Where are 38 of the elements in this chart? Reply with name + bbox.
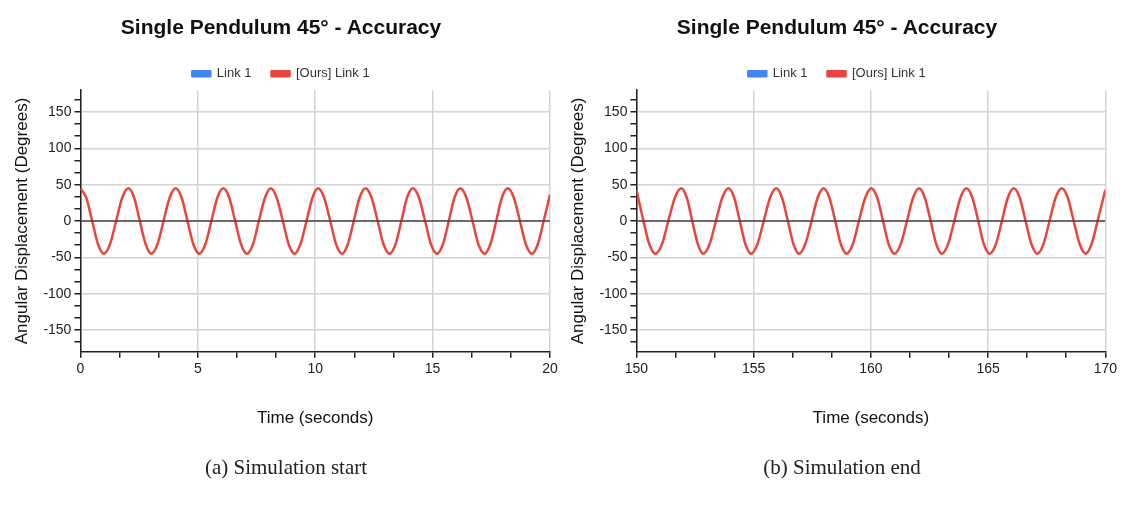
y-tick-label: 100: [604, 139, 628, 156]
legend-label: [Ours] Link 1: [852, 65, 926, 81]
x-tick-label: 170: [1093, 360, 1118, 377]
y-tick-label: -100: [43, 284, 72, 301]
y-tick-label: 50: [55, 175, 72, 192]
x-tick-label: 160: [859, 360, 883, 377]
y-tick-label: 0: [619, 211, 628, 228]
y-axis-title: Angular Displacement (Degrees): [11, 97, 31, 345]
y-tick-label: 50: [611, 175, 628, 192]
x-tick-label: 5: [193, 360, 202, 377]
y-tick-label: 150: [48, 102, 72, 119]
y-tick-label: -50: [607, 248, 628, 265]
y-tick-label: 0: [63, 211, 72, 228]
legend-label: Link 1: [216, 65, 252, 81]
legend-label: Link 1: [772, 65, 808, 81]
x-tick-label: 0: [76, 360, 85, 377]
y-tick-label: -100: [599, 284, 628, 301]
y-tick-label: -150: [43, 320, 72, 337]
y-tick-label: 100: [48, 139, 72, 156]
x-tick-label: 165: [976, 360, 1000, 377]
chart-title: Single Pendulum 45° - Accuracy: [120, 15, 442, 39]
chart-title: Single Pendulum 45° - Accuracy: [676, 15, 998, 39]
x-tick-label: 20: [542, 360, 558, 377]
y-tick-label: -150: [599, 320, 628, 337]
line-series: [636, 187, 1106, 255]
x-tick-label: 10: [307, 360, 324, 377]
x-axis-title: Time (seconds): [812, 408, 930, 428]
x-tick-label: 150: [624, 360, 649, 377]
y-tick-label: -50: [51, 248, 72, 265]
legend-label: [Ours] Link 1: [296, 65, 370, 81]
x-axis-title: Time (seconds): [256, 408, 374, 428]
y-axis-title: Angular Displacement (Degrees): [567, 97, 587, 345]
line-series: [80, 187, 550, 255]
y-tick-label: 150: [604, 102, 628, 119]
text: (a) Simulation start: [203, 455, 369, 480]
x-tick-label: 155: [741, 360, 766, 377]
text: (b) Simulation end: [762, 455, 922, 480]
x-tick-label: 15: [424, 360, 441, 377]
